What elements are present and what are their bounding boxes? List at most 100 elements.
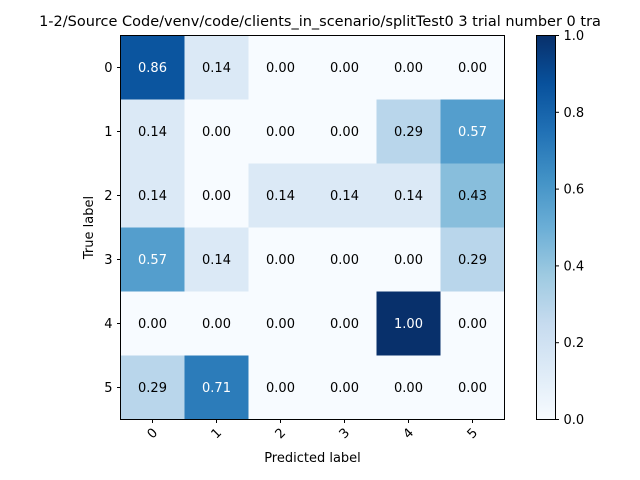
x-tick-label: 4: [401, 426, 417, 442]
heatmap-cell: [376, 227, 441, 292]
cell-value-label: 0.00: [266, 125, 295, 140]
cell-value-label: 0.14: [266, 189, 295, 204]
cell-value-label: 0.57: [458, 125, 487, 140]
y-tick-label: 5: [104, 381, 112, 396]
cell-value-label: 0.14: [138, 189, 167, 204]
heatmap-cell: [184, 99, 249, 164]
cell-value-label: 0.00: [330, 381, 359, 396]
cell-value-label: 0.00: [330, 253, 359, 268]
cell-value-label: 0.00: [138, 317, 167, 332]
x-tick-label: 0: [145, 426, 161, 442]
heatmap-cell: [120, 99, 185, 164]
cell-value-label: 0.00: [330, 317, 359, 332]
heatmap-cell: [120, 291, 185, 356]
heatmap-cell: [120, 163, 185, 228]
cell-value-label: 0.14: [330, 189, 359, 204]
cell-value-label: 0.86: [138, 61, 167, 76]
y-tick-label: 2: [104, 189, 112, 204]
cell-value-label: 0.00: [458, 381, 487, 396]
heatmap-cell: [312, 291, 377, 356]
heatmap-cell: [120, 355, 185, 420]
cell-value-label: 0.14: [394, 189, 423, 204]
heatmap-cell: [248, 35, 313, 100]
heatmap-cell: [440, 355, 505, 420]
heatmap-cell: [376, 355, 441, 420]
cell-value-label: 0.00: [394, 61, 423, 76]
y-tick-label: 3: [104, 253, 112, 268]
cell-value-label: 0.00: [330, 125, 359, 140]
heatmap-cell: [376, 99, 441, 164]
cell-value-label: 0.00: [266, 381, 295, 396]
x-tick-label: 2: [273, 426, 289, 442]
heatmap-cell: [312, 163, 377, 228]
heatmap-cell: [440, 163, 505, 228]
heatmap-cell: [120, 227, 185, 292]
cell-value-label: 0.29: [138, 381, 167, 396]
heatmap-cell: [184, 35, 249, 100]
heatmap-cell: [376, 35, 441, 100]
cell-value-label: 0.00: [330, 61, 359, 76]
heatmap-cell: [248, 99, 313, 164]
heatmap-cell: [184, 227, 249, 292]
plot-frame: [120, 35, 505, 420]
heatmap-cells: [120, 35, 505, 420]
cell-value-label: 0.14: [202, 253, 231, 268]
colorbar: [536, 35, 556, 420]
cell-value-label: 0.00: [266, 317, 295, 332]
cell-value-label: 0.14: [138, 125, 167, 140]
colorbar-ticks: 0.0 0.2 0.4 0.6 0.8 1.0: [555, 29, 585, 428]
heatmap-cell: [312, 99, 377, 164]
heatmap-cell: [184, 163, 249, 228]
y-tick-label: 0: [104, 61, 112, 76]
heatmap-cell: [248, 355, 313, 420]
heatmap-cell: [248, 163, 313, 228]
cell-value-label: 0.00: [394, 253, 423, 268]
cell-value-label: 0.14: [202, 61, 231, 76]
heatmap-cell: [312, 355, 377, 420]
y-axis-ticks: 0 1 2 3 4 5: [104, 61, 121, 396]
colorbar-tick-label: 0.6: [564, 183, 585, 198]
heatmap-cell: [312, 35, 377, 100]
y-tick-label: 4: [104, 317, 112, 332]
x-axis-ticks: 0 1 2 3 4 5: [145, 419, 481, 442]
cell-value-label: 0.71: [202, 381, 231, 396]
y-axis-label: True label: [82, 196, 97, 260]
chart-title: 1-2/Source Code/venv/code/clients_in_sce…: [39, 14, 601, 30]
colorbar-tick-label: 1.0: [564, 29, 585, 44]
x-tick-label: 3: [337, 426, 353, 442]
heatmap-cell: [440, 35, 505, 100]
heatmap-cell: [312, 227, 377, 292]
heatmap-cell: [440, 227, 505, 292]
y-tick-label: 1: [104, 125, 112, 140]
cell-value-label: 0.29: [458, 253, 487, 268]
heatmap-cell: [120, 35, 185, 100]
cell-value-label: 0.29: [394, 125, 423, 140]
cell-value-label: 0.00: [458, 61, 487, 76]
cell-value-label: 0.00: [394, 381, 423, 396]
colorbar-tick-label: 0.8: [564, 106, 585, 121]
colorbar-tick-label: 0.4: [564, 259, 585, 274]
x-tick-label: 1: [209, 426, 225, 442]
x-tick-label: 5: [465, 426, 481, 442]
heatmap-cell: [376, 163, 441, 228]
heatmap-cell-labels: 0.86 0.14 0.00 0.00 0.00 0.00 0.14 0.00 0.00 0.00…: [138, 61, 487, 396]
colorbar-tick-label: 0.0: [564, 413, 585, 428]
cell-value-label: 0.00: [202, 317, 231, 332]
cell-value-label: 0.00: [266, 253, 295, 268]
colorbar-tick-label: 0.2: [564, 336, 585, 351]
heatmap-cell: [248, 291, 313, 356]
heatmap-cell: [440, 99, 505, 164]
cell-value-label: 0.00: [202, 125, 231, 140]
cell-value-label: 0.00: [458, 317, 487, 332]
cell-value-label: 0.57: [138, 253, 167, 268]
heatmap-cell: [184, 291, 249, 356]
heatmap-cell: [248, 227, 313, 292]
cell-value-label: 0.00: [202, 189, 231, 204]
cell-value-label: 0.00: [266, 61, 295, 76]
heatmap-cell: [376, 291, 441, 356]
heatmap-cell: [440, 291, 505, 356]
cell-value-label: 0.43: [458, 189, 487, 204]
x-axis-label: Predicted label: [264, 451, 361, 466]
cell-value-label: 1.00: [394, 317, 423, 332]
